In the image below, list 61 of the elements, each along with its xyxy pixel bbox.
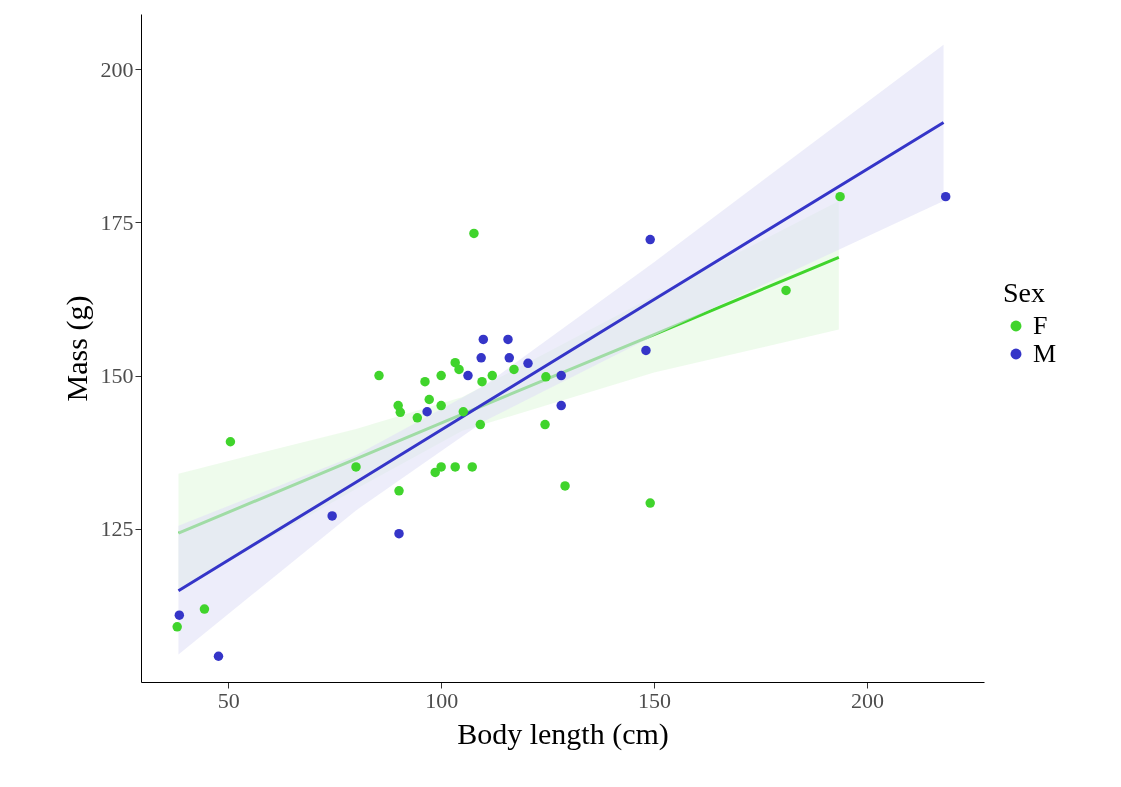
point <box>450 462 460 472</box>
point <box>835 191 845 202</box>
point <box>477 376 487 387</box>
legend-title: Sex <box>1003 277 1045 308</box>
point <box>394 528 404 539</box>
point <box>476 353 486 363</box>
point <box>430 467 440 478</box>
point <box>504 353 515 363</box>
y-tick-label: 150 <box>100 363 134 389</box>
line-series <box>176 255 841 535</box>
y-axis-title: Mass (g) <box>59 295 94 402</box>
point <box>467 462 477 472</box>
point <box>424 394 434 405</box>
point <box>463 370 473 381</box>
point <box>213 651 224 661</box>
point <box>454 364 464 375</box>
x-tick-label: 50 <box>217 687 240 713</box>
point <box>225 437 236 447</box>
point <box>641 345 651 356</box>
point <box>645 498 655 508</box>
point <box>478 334 489 345</box>
point <box>420 376 430 387</box>
point <box>450 357 460 368</box>
point <box>503 334 513 345</box>
line-series <box>176 120 946 593</box>
point <box>541 372 551 382</box>
point <box>540 419 550 430</box>
point <box>487 370 497 381</box>
y-tick-label: 125 <box>100 516 134 542</box>
x-axis-title: Body length (cm) <box>457 716 669 751</box>
point <box>351 462 361 472</box>
point <box>172 622 182 632</box>
legend-label: F <box>1033 311 1048 340</box>
y-tick-label: 200 <box>100 56 134 82</box>
point <box>199 604 210 614</box>
point <box>940 191 951 202</box>
x-tick-label: 100 <box>425 687 459 713</box>
point <box>174 610 185 620</box>
point <box>523 358 533 369</box>
point <box>412 413 423 423</box>
point <box>475 419 486 430</box>
point <box>422 407 432 417</box>
point <box>781 285 791 296</box>
point <box>436 400 446 411</box>
point <box>436 462 446 472</box>
x-tick-label: 150 <box>638 687 672 713</box>
point <box>645 234 655 245</box>
legend-label: M <box>1033 339 1057 368</box>
y-tick-label: 175 <box>100 209 134 235</box>
point <box>556 400 566 411</box>
point <box>556 370 566 381</box>
point <box>469 228 479 239</box>
point <box>395 407 406 418</box>
point <box>436 370 446 381</box>
point <box>327 511 337 521</box>
point <box>560 481 570 491</box>
point <box>458 407 469 417</box>
point <box>509 364 519 375</box>
point <box>374 370 384 381</box>
x-tick-label: 200 <box>850 687 884 713</box>
point <box>394 486 404 496</box>
